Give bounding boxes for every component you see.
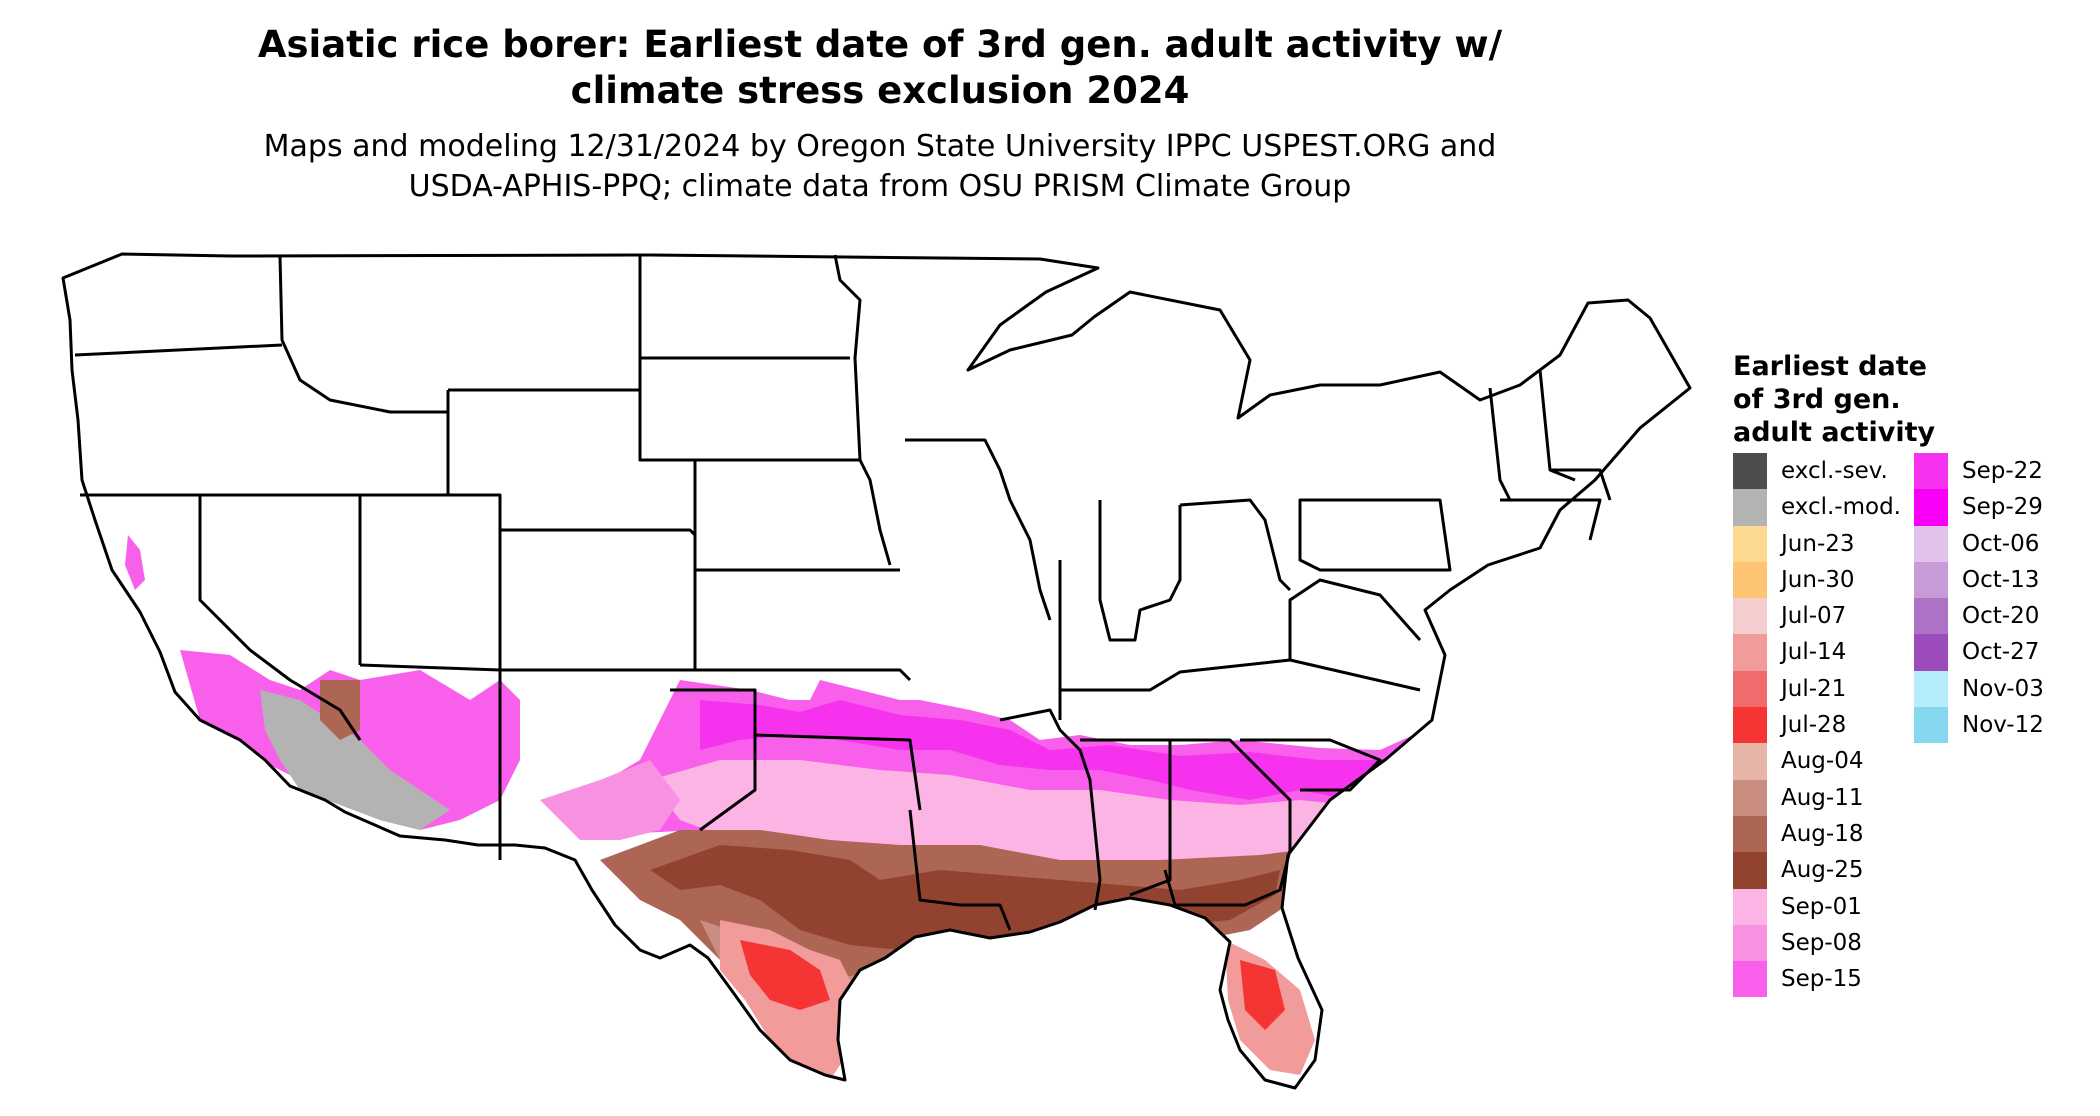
legend-swatch — [1733, 779, 1767, 816]
legend-label: Sep-22 — [1962, 458, 2043, 484]
legend-swatch — [1914, 707, 1948, 744]
legend-swatch — [1733, 815, 1767, 853]
legend-swatch — [1733, 743, 1767, 780]
legend-label: Oct-13 — [1962, 566, 2040, 593]
legend-label: excl.-mod. — [1781, 494, 1901, 521]
legend-swatch — [1914, 598, 1948, 635]
legend-label: Aug-25 — [1781, 857, 1864, 884]
legend-swatch — [1733, 707, 1767, 744]
legend-label: Nov-12 — [1962, 712, 2044, 739]
activity-date-shading — [125, 535, 1500, 1080]
legend-swatch — [1733, 598, 1767, 635]
legend-swatch — [1733, 561, 1767, 599]
legend-title-line-2: of 3rd gen. — [1733, 384, 1901, 415]
legend-label: Oct-20 — [1962, 603, 2040, 630]
legend-title-line-3: adult activity — [1733, 417, 1936, 448]
map-subtitle-line-2: USDA-APHIS-PPQ; climate data from OSU PR… — [408, 169, 1352, 204]
map-subtitle: Maps and modeling 12/31/2024 by Oregon S… — [0, 127, 1760, 207]
map-title: Asiatic rice borer: Earliest date of 3rd… — [0, 22, 1760, 114]
legend-swatch — [1914, 634, 1948, 671]
map-title-line-1: Asiatic rice borer: Earliest date of 3rd… — [257, 23, 1503, 66]
legend-label: excl.-sev. — [1781, 458, 1888, 484]
legend-swatch — [1914, 670, 1948, 708]
legend-swatch — [1733, 888, 1767, 925]
legend-label: Jul-14 — [1781, 639, 1847, 666]
legend-label: Sep-01 — [1781, 893, 1862, 920]
legend-swatch — [1733, 525, 1767, 562]
legend-label: Oct-27 — [1962, 639, 2040, 666]
legend-label: Sep-08 — [1781, 929, 1862, 956]
legend-swatch — [1733, 924, 1767, 962]
legend-swatch — [1914, 489, 1948, 526]
map-subtitle-line-1: Maps and modeling 12/31/2024 by Oregon S… — [263, 129, 1497, 164]
legend-label: Jul-21 — [1781, 675, 1847, 702]
map-title-line-2: climate stress exclusion 2024 — [570, 69, 1190, 112]
legend-swatch — [1733, 634, 1767, 671]
legend-label: Jul-07 — [1781, 603, 1847, 630]
legend-label: Nov-03 — [1962, 675, 2044, 702]
legend-swatch — [1733, 489, 1767, 526]
legend-label: Jul-28 — [1781, 712, 1847, 739]
legend-label: Aug-18 — [1781, 820, 1864, 847]
legend-swatch — [1733, 670, 1767, 708]
legend-swatch — [1733, 453, 1767, 490]
legend-label: Aug-11 — [1781, 784, 1864, 811]
legend-label: Sep-15 — [1781, 966, 1862, 993]
legend-title: Earliest date of 3rd gen. adult activity — [1733, 350, 1935, 449]
legend-swatch — [1733, 961, 1767, 998]
legend-label: Jun-30 — [1781, 566, 1855, 593]
legend-label: Aug-04 — [1781, 748, 1864, 775]
legend-label: Sep-29 — [1962, 494, 2043, 521]
state-boundaries — [61, 252, 1692, 1090]
legend-label: Jun-23 — [1781, 530, 1855, 557]
legend-title-line-1: Earliest date — [1733, 351, 1927, 382]
legend-swatch — [1733, 852, 1767, 889]
legend-swatch — [1914, 525, 1948, 562]
legend-swatch — [1914, 561, 1948, 599]
legend-swatch — [1914, 453, 1948, 490]
legend-label: Oct-06 — [1962, 530, 2040, 557]
